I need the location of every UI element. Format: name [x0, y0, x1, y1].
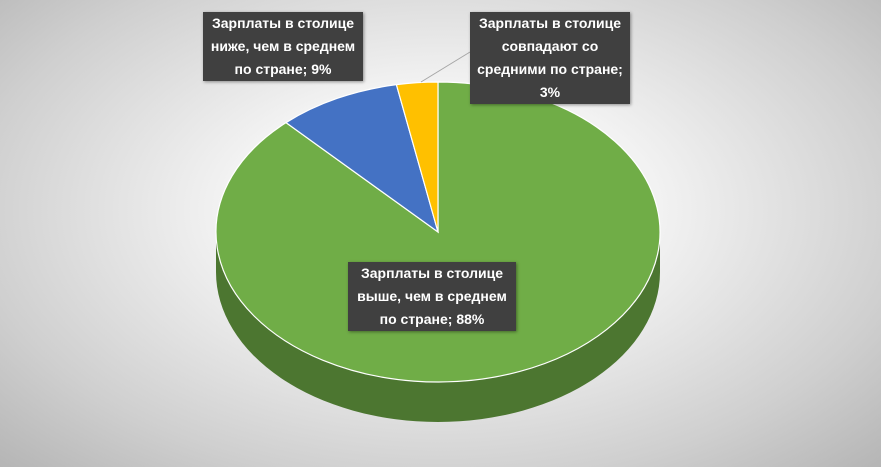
data-label: Зарплаты в столице совпадают со средними…: [470, 12, 630, 104]
leader-line: [420, 51, 471, 83]
slice: [284, 83, 440, 234]
data-label: Зарплаты в столице ниже, чем в среднем п…: [203, 12, 363, 81]
slice: [395, 81, 439, 233]
data-label: Зарплаты в столице выше, чем в среднем п…: [348, 262, 516, 331]
slice-side: [216, 232, 660, 422]
